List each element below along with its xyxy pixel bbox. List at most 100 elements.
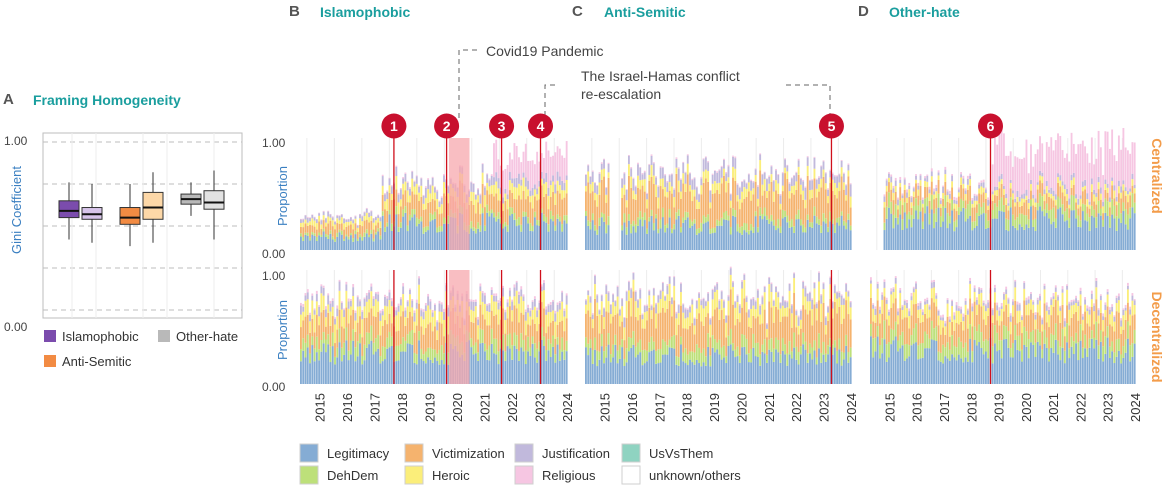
segment-justification (352, 287, 355, 296)
segment-victimization (513, 199, 516, 214)
segment-dehdem (643, 212, 646, 221)
stack-bar (752, 297, 755, 384)
segment-dehdem (906, 214, 908, 229)
segment-legitimacy (942, 221, 944, 250)
segment-victimization (1108, 207, 1111, 217)
segment-justification (361, 311, 364, 320)
segment-legitimacy (1068, 227, 1071, 250)
segment-heroic (605, 294, 608, 312)
segment-religious (723, 158, 725, 161)
segment-victimization (402, 311, 405, 338)
segment-victimization (1106, 306, 1109, 327)
segment-victimization (621, 321, 624, 340)
segment-religious (847, 290, 850, 292)
segment-victimization (300, 327, 302, 350)
segment-legitimacy (488, 216, 491, 250)
segment-religious (327, 293, 330, 296)
segment-dehdem (752, 227, 755, 234)
stack-bar (666, 284, 669, 384)
segment-religious (427, 178, 430, 180)
segment-dehdem (1003, 205, 1005, 213)
segment-justification (1070, 302, 1073, 306)
stack-bar (670, 173, 673, 250)
segment-victimization (903, 317, 906, 345)
stack-bar (770, 165, 773, 250)
segment-heroic (680, 292, 682, 306)
segment-religious (589, 176, 592, 177)
stack-bar (1063, 318, 1066, 384)
segment-victimization (921, 207, 924, 222)
segment-religious (777, 291, 780, 293)
segment-religious (960, 172, 963, 175)
segment-heroic (1045, 186, 1048, 194)
segment-legitimacy (515, 226, 518, 250)
segment-dehdem (585, 337, 587, 348)
stack-bar (906, 299, 908, 384)
segment-dehdem (915, 198, 917, 211)
segment-legitimacy (524, 216, 527, 250)
segment-heroic (1036, 184, 1039, 190)
segment-legitimacy (1095, 227, 1098, 250)
segment-legitimacy (1027, 358, 1030, 384)
segment-legitimacy (876, 336, 879, 384)
segment-victimization (607, 177, 610, 217)
segment-dehdem (318, 349, 321, 361)
segment-heroic (652, 175, 655, 185)
segment-justification (768, 277, 771, 285)
segment-dehdem (652, 223, 655, 231)
segment-legitimacy (1106, 215, 1109, 250)
segment-heroic (309, 221, 311, 226)
segment-heroic (322, 295, 325, 310)
stack-bar (725, 171, 728, 250)
segment-dehdem (975, 212, 978, 227)
segment-victimization (847, 176, 850, 214)
segment-religious (693, 177, 696, 179)
segment-victimization (354, 223, 357, 231)
segment-justification (1039, 296, 1041, 301)
segment-heroic (565, 304, 568, 319)
segment-dehdem (937, 351, 940, 361)
stack-bar (470, 299, 473, 384)
segment-victimization (953, 208, 956, 222)
stack-bar (1052, 150, 1055, 250)
segment-justification (790, 178, 793, 187)
segment-legitimacy (520, 231, 523, 250)
segment-dehdem (377, 228, 380, 232)
segment-legitimacy (554, 230, 557, 250)
segment-justification (770, 284, 773, 292)
segment-legitimacy (338, 232, 341, 250)
segment-dehdem (919, 343, 922, 359)
segment-religious (518, 291, 520, 295)
segment-religious (352, 219, 355, 221)
segment-justification (682, 304, 685, 313)
segment-justification (1007, 203, 1010, 206)
segment-legitimacy (1072, 353, 1075, 384)
segment-heroic (565, 180, 568, 194)
segment-legitimacy (795, 359, 798, 384)
segment-victimization (655, 196, 658, 215)
segment-heroic (993, 190, 996, 196)
stack-bar (926, 174, 929, 250)
segment-legitimacy (822, 221, 825, 250)
segment-legitimacy (612, 357, 615, 384)
legend-swatch-anti-semitic (44, 355, 56, 367)
segment-dehdem (991, 209, 994, 219)
segment-dehdem (302, 338, 305, 351)
segment-dehdem (885, 344, 888, 362)
stack-bar (427, 293, 430, 384)
segment-justification (420, 310, 423, 317)
segment-dehdem (1016, 217, 1019, 231)
stack-bar (632, 177, 635, 250)
stack-bar (754, 168, 757, 250)
segment-heroic (641, 179, 644, 186)
segment-legitimacy (386, 226, 389, 250)
segment-heroic (1106, 294, 1109, 307)
segment-justification (946, 191, 949, 196)
segment-religious (686, 154, 689, 156)
segment-justification (984, 189, 987, 194)
segment-justification (1104, 304, 1107, 311)
stack-bar (727, 164, 730, 250)
segment-legitimacy (424, 231, 427, 250)
segment-heroic (585, 304, 587, 314)
segment-justification (587, 290, 590, 296)
